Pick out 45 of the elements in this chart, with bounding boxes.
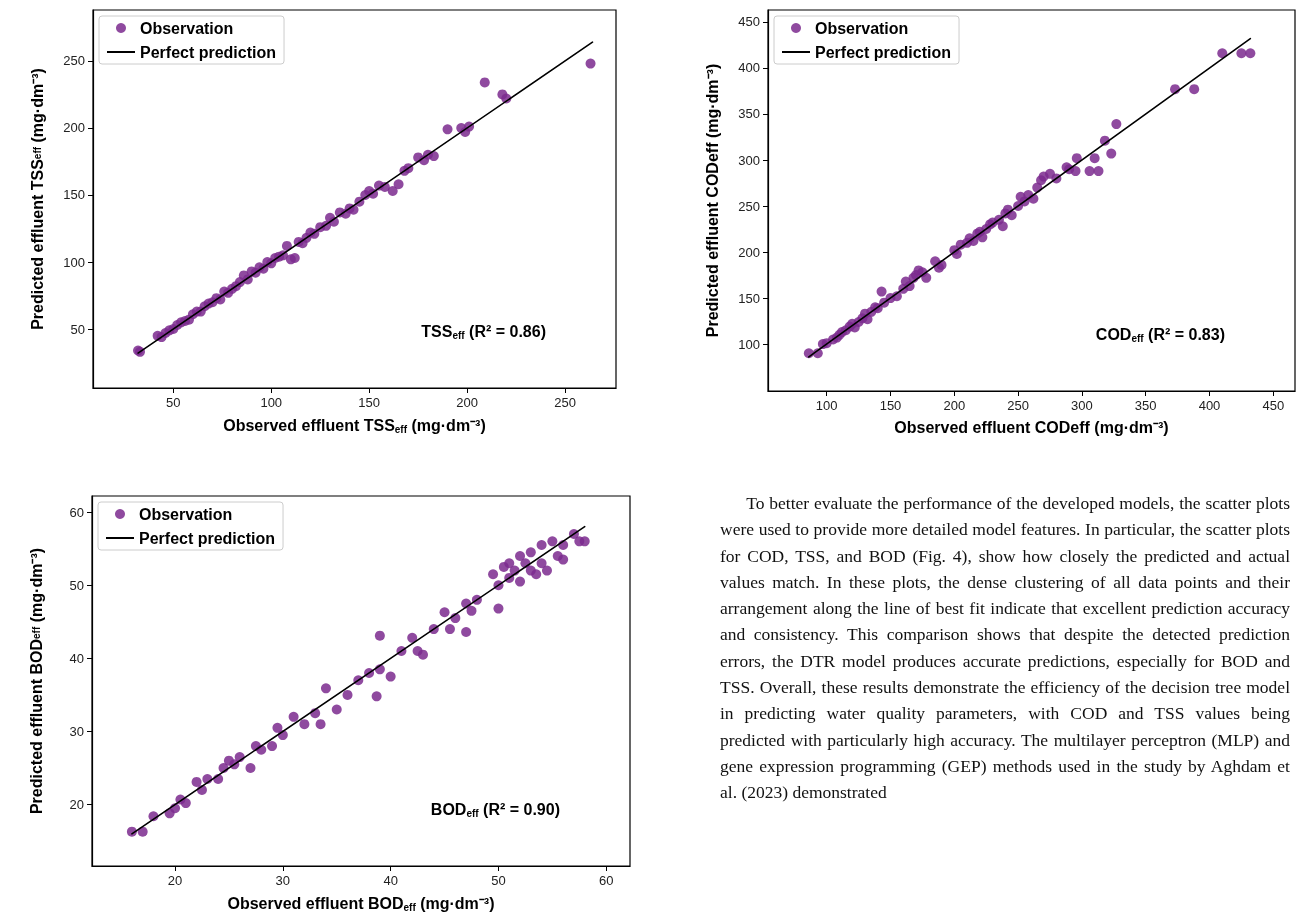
y-tick-label: 20 — [69, 797, 84, 813]
y-tick-label: 30 — [69, 723, 84, 739]
y-tick-label: 400 — [738, 60, 760, 76]
y-tick-label: 250 — [63, 53, 85, 69]
x-tick-label: 20 — [167, 873, 183, 888]
x-tick-label: 450 — [1262, 398, 1285, 413]
y-tick-label: 200 — [63, 120, 85, 136]
y-tick-label: 250 — [738, 198, 760, 214]
legend-label: Perfect prediction — [139, 529, 276, 547]
y-tick-label: 300 — [738, 152, 760, 168]
x-tick-label: 50 — [491, 873, 506, 888]
x-tick-label: 300 — [1071, 398, 1093, 413]
x-tick-label: 150 — [879, 398, 902, 413]
text: To better evaluate the performance of the developed models, the scatter plots were used to provide more detailed model features. In particular, the scatter plots for COD, TSS, and BOD (Fig. 4), show how closely the predicted and actual values match. In these plots, the dense clustering of all data points and their arrangement along the line of best fit indicate that excellent prediction accuracy and consistency. This comparison shows that despite the detected prediction errors, the DTR model produces accurate predictions, especially for BOD and TSS. Overall, these results demonstrate the efficiency of the decision tree model in predicting water quality parameters, with COD and TSS values being predicted with particularly high accuracy. The multilayer perceptron (MLP) and gene expression programming (GEP) methods used in the study by Aghdam et al. (2023) demonstrated — [720, 493, 1290, 803]
x-tick-label: 60 — [599, 873, 614, 888]
y-tick-label: 60 — [69, 504, 84, 520]
legend-label: Perfect prediction — [815, 43, 952, 61]
x-tick-label: 200 — [943, 398, 966, 413]
legend-label: Observation — [140, 19, 234, 37]
x-tick-label: 200 — [456, 395, 478, 410]
x-tick-label: 100 — [815, 398, 838, 413]
y-tick-label: 50 — [69, 577, 84, 593]
x-axis-title: Observed effluent CODeff (mg·dm⁻³) — [894, 418, 1169, 436]
y-tick-label: 150 — [63, 187, 85, 203]
y-tick-label: 40 — [69, 650, 84, 666]
y-tick-label: 100 — [63, 254, 85, 270]
x-tick-label: 50 — [166, 395, 181, 410]
x-tick-label: 350 — [1134, 398, 1157, 413]
x-tick-label: 400 — [1198, 398, 1221, 413]
y-tick-label: 200 — [738, 244, 760, 260]
x-tick-label: 40 — [383, 873, 398, 888]
legend-label: Observation — [815, 19, 909, 37]
y-tick-label: 100 — [738, 336, 760, 352]
x-tick-label: 150 — [358, 395, 381, 410]
y-axis-title: Predicted effluent CODeff (mg·dm⁻³) — [703, 63, 721, 338]
x-tick-label: 250 — [554, 395, 576, 410]
x-tick-label: 30 — [275, 873, 291, 888]
y-tick-label: 50 — [70, 321, 85, 337]
y-tick-label: 350 — [738, 106, 760, 122]
legend-label: Perfect prediction — [140, 43, 277, 61]
x-tick-label: 250 — [1007, 398, 1029, 413]
x-tick-label: 100 — [260, 395, 283, 410]
y-tick-label: 150 — [738, 290, 760, 306]
legend-label: Observation — [139, 505, 233, 523]
y-tick-label: 450 — [738, 14, 760, 30]
